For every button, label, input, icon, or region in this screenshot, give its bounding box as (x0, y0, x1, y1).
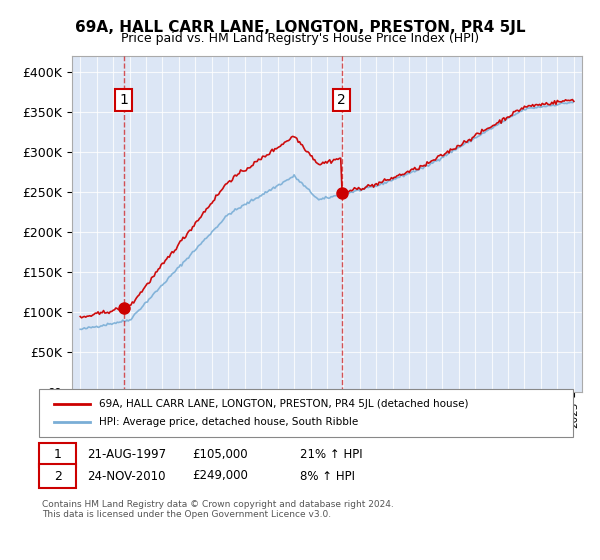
Text: 21% ↑ HPI: 21% ↑ HPI (300, 448, 362, 461)
Text: £105,000: £105,000 (192, 448, 248, 461)
Text: 1: 1 (53, 448, 62, 461)
Text: 2: 2 (337, 93, 346, 107)
Text: 1: 1 (119, 93, 128, 107)
Text: Contains HM Land Registry data © Crown copyright and database right 2024.
This d: Contains HM Land Registry data © Crown c… (42, 500, 394, 519)
Text: Price paid vs. HM Land Registry's House Price Index (HPI): Price paid vs. HM Land Registry's House … (121, 32, 479, 45)
Text: 8% ↑ HPI: 8% ↑ HPI (300, 469, 355, 483)
Text: 2: 2 (53, 469, 62, 483)
Text: 69A, HALL CARR LANE, LONGTON, PRESTON, PR4 5JL (detached house): 69A, HALL CARR LANE, LONGTON, PRESTON, P… (99, 399, 469, 409)
Text: HPI: Average price, detached house, South Ribble: HPI: Average price, detached house, Sout… (99, 417, 358, 427)
Text: 21-AUG-1997: 21-AUG-1997 (87, 448, 166, 461)
Text: 24-NOV-2010: 24-NOV-2010 (87, 469, 166, 483)
Text: £249,000: £249,000 (192, 469, 248, 483)
Text: 69A, HALL CARR LANE, LONGTON, PRESTON, PR4 5JL: 69A, HALL CARR LANE, LONGTON, PRESTON, P… (75, 20, 525, 35)
